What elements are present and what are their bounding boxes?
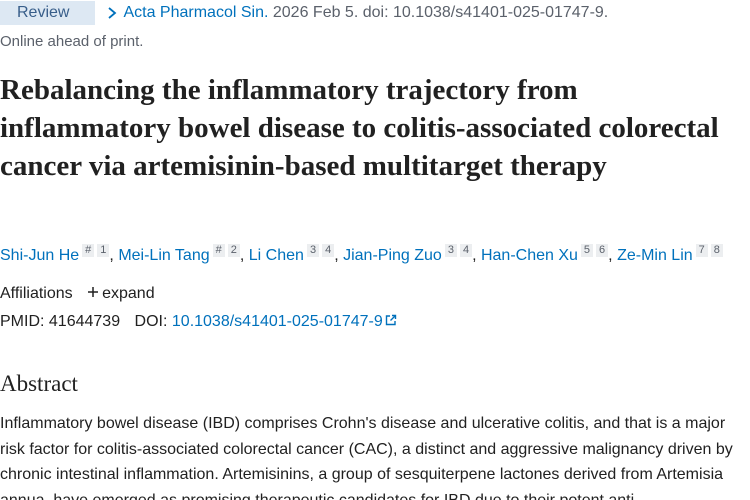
affiliation-mark[interactable]: 6 bbox=[596, 244, 609, 257]
citation-bar: Review Acta Pharmacol Sin. 2026 Feb 5. d… bbox=[0, 0, 608, 26]
affiliations: Affiliations expand bbox=[0, 285, 155, 303]
author-name[interactable]: Ze-Min Lin bbox=[617, 247, 693, 264]
affiliation-mark[interactable]: # bbox=[212, 244, 225, 257]
affiliation-mark[interactable]: # bbox=[82, 244, 95, 257]
author-name[interactable]: Li Chen bbox=[248, 247, 304, 264]
affiliation-mark[interactable]: 3 bbox=[444, 244, 457, 257]
external-link-icon[interactable] bbox=[385, 314, 397, 326]
affiliations-label: Affiliations bbox=[0, 285, 73, 302]
author-name[interactable]: Mei-Lin Tang bbox=[118, 247, 210, 264]
affiliation-mark[interactable]: 3 bbox=[306, 244, 320, 257]
doi-link[interactable]: 10.1038/s41401-025-01747-9 bbox=[171, 313, 383, 330]
author-separator: , bbox=[239, 247, 245, 264]
pmid: 41644739 bbox=[48, 313, 121, 330]
pmid-label: PMID: bbox=[0, 313, 45, 330]
affiliation-mark[interactable]: 4 bbox=[459, 244, 473, 257]
identifiers: PMID: 41644739 DOI: 10.1038/s41401-025-0… bbox=[0, 313, 397, 331]
author-separator: , bbox=[608, 247, 613, 264]
abstract-text: Inflammatory bowel disease (IBD) compris… bbox=[0, 415, 733, 500]
journal-link[interactable]: Acta Pharmacol Sin. bbox=[123, 4, 269, 21]
author-name[interactable]: Shi-Jun He bbox=[0, 247, 80, 264]
affiliation-mark[interactable]: 4 bbox=[322, 244, 335, 257]
article-title: Rebalancing the inflammatory trajectory … bbox=[0, 74, 719, 182]
author-separator: , bbox=[109, 247, 114, 264]
author-separator: , bbox=[334, 247, 339, 264]
author-list: Shi-Jun He #1, Mei-Lin Tang #2, Li Chen 3 4,… bbox=[0, 244, 750, 265]
chevron-icon bbox=[108, 7, 117, 19]
author-name[interactable]: Han-Chen Xu bbox=[480, 247, 578, 264]
affiliation-mark[interactable]: 1 bbox=[97, 244, 110, 257]
publication-status: Online ahead of print. bbox=[0, 33, 144, 50]
affiliation-mark[interactable]: 5 bbox=[580, 244, 594, 257]
citation: 2026 Feb 5. doi: 10.1038/s41401-025-0174… bbox=[272, 4, 609, 21]
doi-label: DOI: bbox=[134, 313, 168, 330]
expand-toggle[interactable]: expand bbox=[102, 285, 155, 302]
author-name[interactable]: Jian-Ping Zuo bbox=[343, 247, 442, 264]
publication-type[interactable]: Review bbox=[0, 1, 96, 25]
plus-icon[interactable] bbox=[87, 286, 99, 298]
affiliation-mark[interactable]: 7 bbox=[695, 244, 708, 257]
abstract-heading: Abstract bbox=[0, 371, 78, 396]
author-separator: , bbox=[472, 247, 477, 264]
affiliation-mark[interactable]: 8 bbox=[710, 244, 723, 257]
affiliation-mark[interactable]: 2 bbox=[227, 244, 240, 257]
